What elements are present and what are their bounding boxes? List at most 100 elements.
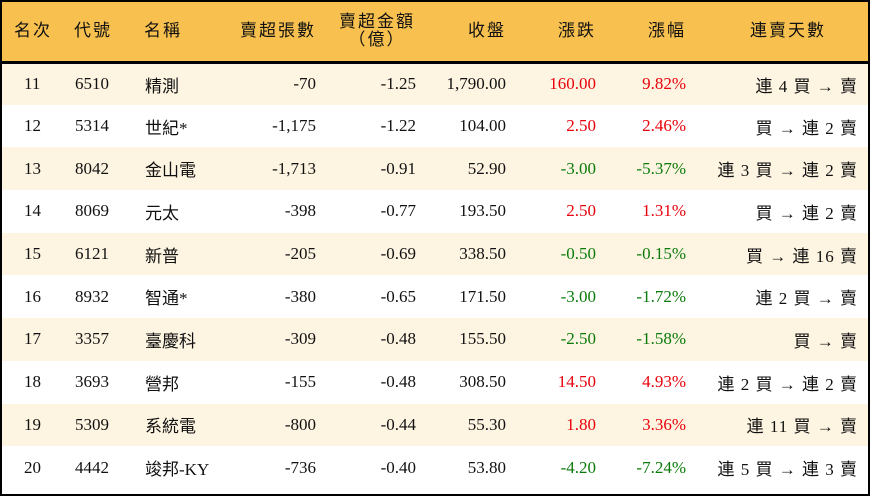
header-close: 收盤 [468,21,506,41]
close-cell: 55.30 [467,414,506,434]
net-sell-lots-cell: -309 [284,329,316,349]
streak-cell: 連 2 買 → 賣 [755,289,858,309]
streak-cell: 連 3 買 → 連 2 賣 [717,161,858,181]
name-cell: 精測 [145,76,179,96]
code-cell: 3357 [75,329,109,349]
change-cell: 160.00 [549,74,596,94]
name-cell: 竣邦-KY [145,460,210,480]
net-sell-amount-cell: -0.91 [380,158,416,178]
net-sell-amount-cell: -0.48 [380,372,416,392]
code-cell: 8069 [75,201,109,221]
change-pct-cell: 2.46% [642,116,686,136]
rank-cell: 18 [24,372,41,392]
change-cell: -2.50 [560,329,596,349]
header-net-sell-lots: 賣超張數 [240,21,316,41]
code-cell: 6510 [75,74,109,94]
change-cell: 2.50 [566,116,596,136]
change-pct-cell: -0.15% [636,244,686,264]
code-cell: 3693 [75,372,109,392]
name-cell: 臺慶科 [145,331,196,351]
table-row: 12 5314 世紀* -1,175 -1.22 104.00 2.50 2.46% 買 → 連… [2,105,868,148]
net-sell-lots-cell: -1,175 [272,116,316,136]
close-cell: 171.50 [459,286,506,306]
header-row: 名次 代號 名稱 賣超張數 賣超金額 （億） 收盤 漲跌 漲幅 連賣天數 [2,2,868,62]
code-cell: 8932 [75,286,109,306]
change-cell: 14.50 [557,372,596,392]
streak-cell: 買 → 連 2 賣 [755,203,858,223]
net-sell-amount-cell: -0.48 [380,329,416,349]
code-cell: 8042 [75,158,109,178]
net-sell-lots-cell: -70 [293,74,316,94]
name-cell: 元太 [145,203,179,223]
rank-cell: 19 [24,414,41,434]
net-sell-amount-cell: -0.40 [380,457,416,477]
table-row: 18 3693 營邦 -155 -0.48 308.50 14.50 4.93% 連 2 買 →… [2,361,868,404]
rank-cell: 14 [24,201,41,221]
streak-cell: 連 2 買 → 連 2 賣 [717,374,858,394]
change-cell: -3.00 [560,158,596,178]
code-cell: 6121 [75,244,109,264]
streak-cell: 買 → 連 2 賣 [755,118,858,138]
header-change: 漲跌 [558,21,596,41]
net-sell-lots-cell: -398 [284,201,316,221]
change-pct-cell: 3.36% [642,414,686,434]
rank-cell: 13 [24,158,41,178]
header-streak: 連賣天數 [750,21,826,41]
net-sell-amount-cell: -1.25 [380,74,416,94]
net-sell-lots-cell: -800 [284,414,316,434]
change-cell: -4.20 [560,457,596,477]
name-cell: 世紀* [145,118,188,138]
table-row: 19 5309 系統電 -800 -0.44 55.30 1.80 3.36% 連 11 買 →… [2,403,868,447]
rank-cell: 11 [24,74,41,94]
name-cell: 新普 [145,246,179,266]
change-pct-cell: 1.31% [642,201,686,221]
code-cell: 5314 [75,116,109,136]
change-cell: 2.50 [566,201,596,221]
net-sell-lots-cell: -736 [284,457,316,477]
table-row: 13 8042 金山電 -1,713 -0.91 52.90 -3.00 -5.37% 連 3 … [2,147,868,191]
code-cell: 5309 [75,414,109,434]
close-cell: 53.80 [467,457,506,477]
net-sell-amount-cell: -0.77 [380,201,416,221]
change-pct-cell: 9.82% [642,74,686,94]
change-cell: -0.50 [560,244,596,264]
code-cell: 4442 [75,457,109,477]
rank-cell: 20 [24,457,41,477]
streak-cell: 連 5 買 → 連 3 賣 [717,460,858,480]
rank-cell: 17 [24,329,41,349]
change-pct-cell: -5.37% [636,158,686,178]
close-cell: 193.50 [459,201,506,221]
table-row: 15 6121 新普 -205 -0.69 338.50 -0.50 -0.15% 買 → 連 … [2,232,868,276]
close-cell: 1,790.00 [446,74,507,94]
table-row: 14 8069 元太 -398 -0.77 193.50 2.50 1.31% 買 → 連 2 … [2,190,868,233]
net-sell-amount-cell: -1.22 [380,116,416,136]
net-sell-amount-cell: -0.69 [380,244,416,264]
name-cell: 營邦 [145,374,179,394]
streak-cell: 連 4 買 → 賣 [755,76,858,96]
header-rank: 名次 [14,21,52,41]
close-cell: 308.50 [459,372,506,392]
change-pct-cell: 4.93% [642,372,686,392]
rank-cell: 16 [24,286,41,306]
close-cell: 338.50 [459,244,506,264]
net-sell-amount-cell: -0.65 [380,286,416,306]
name-cell: 智通* [145,289,188,309]
net-sell-lots-cell: -1,713 [272,158,316,178]
close-cell: 155.50 [459,329,506,349]
table-row: 16 8932 智通* -380 -0.65 171.50 -3.00 -1.72% 連 2 買… [2,275,868,318]
streak-cell: 連 11 買 → 賣 [746,417,858,437]
change-pct-cell: -7.24% [636,457,686,477]
rank-cell: 15 [24,244,41,264]
name-cell: 金山電 [145,161,196,181]
change-pct-cell: -1.72% [636,286,686,306]
net-sell-amount-cell: -0.44 [380,414,416,434]
change-cell: -3.00 [560,286,596,306]
change-pct-cell: -1.58% [636,329,686,349]
streak-cell: 買 → 賣 [793,331,858,351]
close-cell: 104.00 [459,116,506,136]
header-name: 名稱 [144,21,182,41]
header-net-sell-amount-unit: （億） [348,30,406,50]
net-sell-lots-cell: -205 [284,244,316,264]
streak-cell: 買 → 連 16 賣 [746,246,858,266]
